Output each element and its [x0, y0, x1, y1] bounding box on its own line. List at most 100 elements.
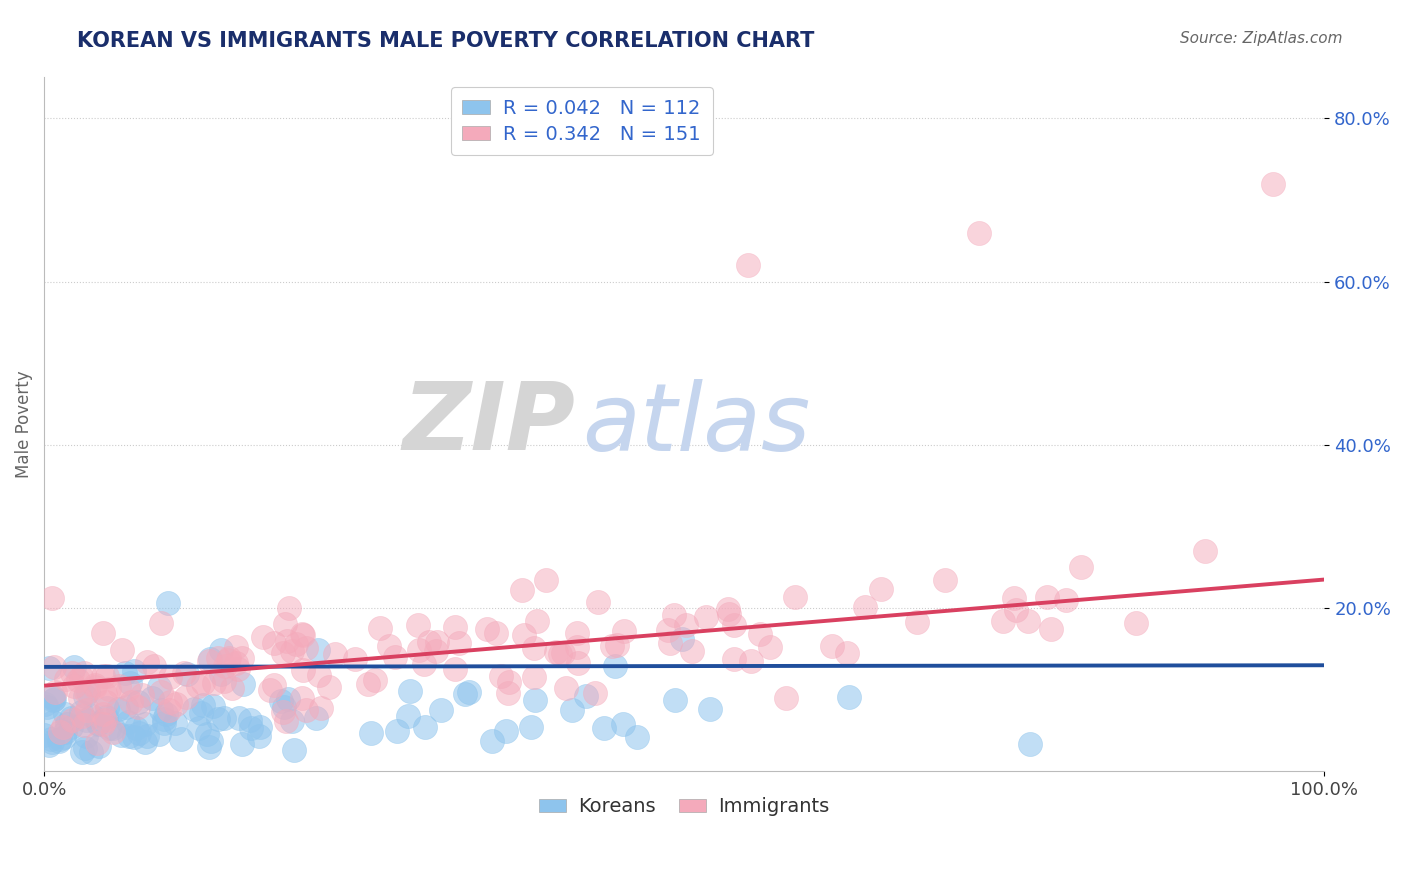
Point	[94, 687, 117, 701]
Point	[91, 625, 114, 640]
Point	[513, 628, 536, 642]
Point	[114, 700, 136, 714]
Point	[239, 713, 262, 727]
Point	[76, 685, 98, 699]
Point	[318, 680, 340, 694]
Point	[149, 685, 172, 699]
Point	[207, 712, 229, 726]
Point	[69, 690, 91, 705]
Point	[444, 662, 467, 676]
Point	[425, 644, 447, 658]
Point	[993, 614, 1015, 628]
Point	[153, 715, 176, 730]
Point	[73, 718, 96, 732]
Point	[84, 681, 107, 695]
Point	[122, 664, 145, 678]
Point	[41, 591, 63, 606]
Point	[38, 738, 60, 752]
Point	[141, 690, 163, 705]
Point	[554, 681, 576, 695]
Point	[34, 697, 56, 711]
Point	[191, 675, 214, 690]
Point	[127, 695, 149, 709]
Point	[430, 703, 453, 717]
Point	[305, 710, 328, 724]
Point	[273, 646, 295, 660]
Point	[775, 690, 797, 705]
Point	[443, 620, 465, 634]
Legend: Koreans, Immigrants: Koreans, Immigrants	[531, 789, 837, 824]
Point	[200, 734, 222, 748]
Point	[606, 638, 628, 652]
Point	[155, 707, 177, 722]
Point	[60, 713, 83, 727]
Point	[218, 651, 240, 665]
Point	[247, 729, 270, 743]
Point	[396, 708, 419, 723]
Point	[1070, 560, 1092, 574]
Point	[217, 652, 239, 666]
Point	[191, 698, 214, 713]
Point	[55, 706, 77, 721]
Point	[934, 573, 956, 587]
Point	[835, 646, 858, 660]
Point	[79, 745, 101, 759]
Point	[114, 666, 136, 681]
Point	[821, 639, 844, 653]
Point	[291, 691, 314, 706]
Point	[737, 258, 759, 272]
Point	[723, 617, 745, 632]
Point	[671, 632, 693, 646]
Point	[52, 720, 75, 734]
Point	[62, 660, 84, 674]
Point	[662, 607, 685, 622]
Point	[295, 641, 318, 656]
Point	[63, 679, 86, 693]
Point	[231, 650, 253, 665]
Point	[96, 709, 118, 723]
Point	[270, 694, 292, 708]
Point	[723, 652, 745, 666]
Point	[524, 692, 547, 706]
Point	[657, 623, 679, 637]
Point	[117, 730, 139, 744]
Text: KOREAN VS IMMIGRANTS MALE POVERTY CORRELATION CHART: KOREAN VS IMMIGRANTS MALE POVERTY CORREL…	[77, 31, 814, 51]
Point	[70, 709, 93, 723]
Point	[75, 729, 97, 743]
Point	[159, 670, 181, 684]
Point	[207, 651, 229, 665]
Point	[226, 662, 249, 676]
Point	[477, 623, 499, 637]
Point	[70, 670, 93, 684]
Point	[89, 739, 111, 753]
Point	[553, 646, 575, 660]
Point	[135, 730, 157, 744]
Point	[209, 667, 232, 681]
Point	[32, 728, 55, 742]
Point	[586, 595, 609, 609]
Point	[283, 742, 305, 756]
Point	[274, 617, 297, 632]
Point	[148, 680, 170, 694]
Point	[225, 640, 247, 654]
Point	[626, 730, 648, 744]
Point	[70, 705, 93, 719]
Point	[228, 711, 250, 725]
Point	[60, 711, 83, 725]
Point	[600, 639, 623, 653]
Text: ZIP: ZIP	[402, 378, 575, 470]
Point	[170, 732, 193, 747]
Point	[278, 601, 301, 615]
Point	[190, 706, 212, 720]
Point	[307, 643, 329, 657]
Point	[399, 684, 422, 698]
Point	[198, 740, 221, 755]
Point	[209, 643, 232, 657]
Point	[544, 645, 567, 659]
Point	[285, 637, 308, 651]
Point	[1005, 603, 1028, 617]
Point	[202, 676, 225, 690]
Point	[127, 700, 149, 714]
Point	[426, 635, 449, 649]
Point	[967, 226, 990, 240]
